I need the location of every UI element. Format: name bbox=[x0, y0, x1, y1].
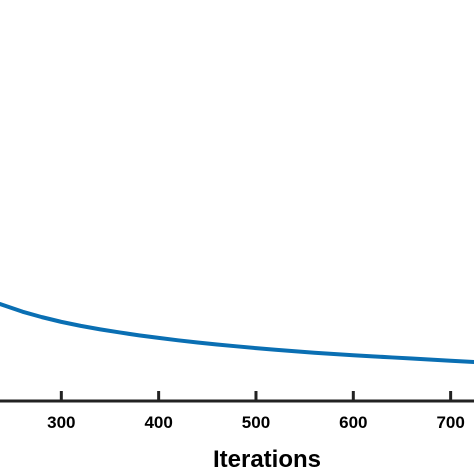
x-tick-label: 400 bbox=[144, 413, 172, 432]
x-tick-label: 700 bbox=[436, 413, 464, 432]
x-axis-title: Iterations bbox=[213, 446, 321, 473]
x-tick-label: 500 bbox=[242, 413, 270, 432]
x-tick-label: 300 bbox=[47, 413, 75, 432]
x-tick-label: 600 bbox=[339, 413, 367, 432]
x-axis: 300 400 500 600 700 bbox=[0, 391, 474, 432]
series-line bbox=[0, 302, 474, 364]
plot-area bbox=[0, 302, 474, 364]
